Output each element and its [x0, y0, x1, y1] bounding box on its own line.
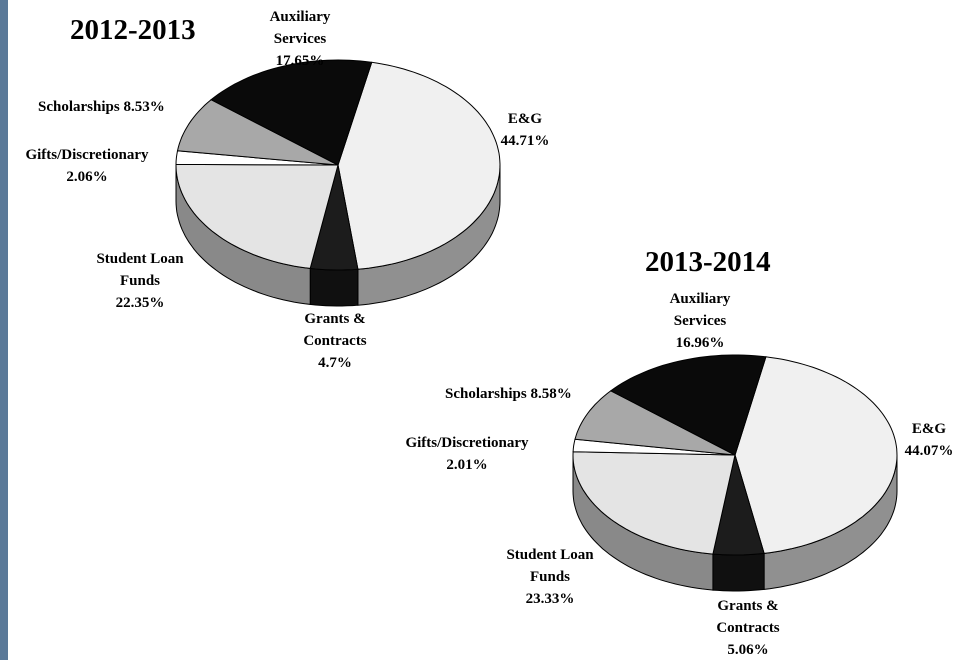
value-label: 22.35%	[115, 295, 165, 311]
slice-side-shade	[310, 268, 358, 306]
slice-label: Scholarships 8.53%	[38, 96, 165, 118]
slice-side-shade	[357, 165, 500, 306]
slice-label: Auxiliary Services 16.96%	[655, 288, 745, 354]
slice-label: Grants & Contracts 5.06%	[698, 595, 798, 660]
slice	[609, 354, 767, 456]
slice	[309, 164, 359, 271]
slice-label: Scholarships 8.58%	[445, 383, 572, 405]
category-name: Grants & Contracts	[303, 311, 367, 349]
category-name: Gifts/Discretionary	[25, 147, 149, 163]
left-edge	[0, 0, 8, 660]
slice	[712, 453, 765, 556]
value-label: 16.96%	[675, 335, 725, 351]
value-label: 44.71%	[500, 133, 550, 149]
slice-label: E&G 44.07%	[894, 418, 962, 462]
slice-label: Student Loan Funds 22.35%	[80, 248, 200, 314]
value-label: 8.53%	[123, 99, 165, 115]
category-name: Auxiliary Services	[269, 9, 331, 47]
slice	[210, 59, 373, 166]
slice	[337, 61, 501, 270]
slice-label: Gifts/Discretionary 2.06%	[2, 144, 172, 188]
category-name: Student Loan Funds	[96, 251, 184, 289]
category-name: Grants & Contracts	[716, 598, 780, 636]
slice-side-shade	[573, 455, 713, 591]
slice	[572, 451, 736, 555]
category-name: Gifts/Discretionary	[405, 435, 529, 451]
category-name: E&G	[911, 421, 947, 437]
value-label: 44.07%	[904, 443, 954, 459]
slice	[175, 163, 339, 269]
value-label: 2.06%	[66, 169, 108, 185]
chart-title: 2013-2014	[645, 246, 771, 278]
slice-label: Gifts/Discretionary 2.01%	[382, 432, 552, 476]
value-label: 2.01%	[446, 457, 488, 473]
category-name: Student Loan Funds	[506, 547, 594, 585]
value-label: 5.06%	[727, 642, 769, 658]
slice	[574, 390, 736, 456]
slice	[734, 356, 898, 554]
slice-label: Student Loan Funds 23.33%	[490, 544, 610, 610]
slice	[176, 99, 339, 166]
chart-title: 2012-2013	[70, 14, 196, 46]
slice-side-shade	[176, 165, 311, 305]
slice-label: Grants & Contracts 4.7%	[285, 308, 385, 374]
value-label: 8.58%	[530, 386, 572, 402]
category-name: Scholarships	[38, 99, 120, 115]
value-label: 4.7%	[318, 355, 352, 371]
category-name: Auxiliary Services	[669, 291, 731, 329]
category-name: E&G	[507, 111, 543, 127]
value-label: 17.65%	[275, 53, 325, 69]
category-name: Scholarships	[445, 386, 527, 402]
slice-label: Auxiliary Services 17.65%	[255, 6, 345, 72]
slice-label: E&G 44.71%	[485, 108, 565, 152]
value-label: 23.33%	[525, 591, 575, 607]
slice-side-shade	[764, 455, 897, 590]
slice-side-shade	[712, 553, 765, 591]
